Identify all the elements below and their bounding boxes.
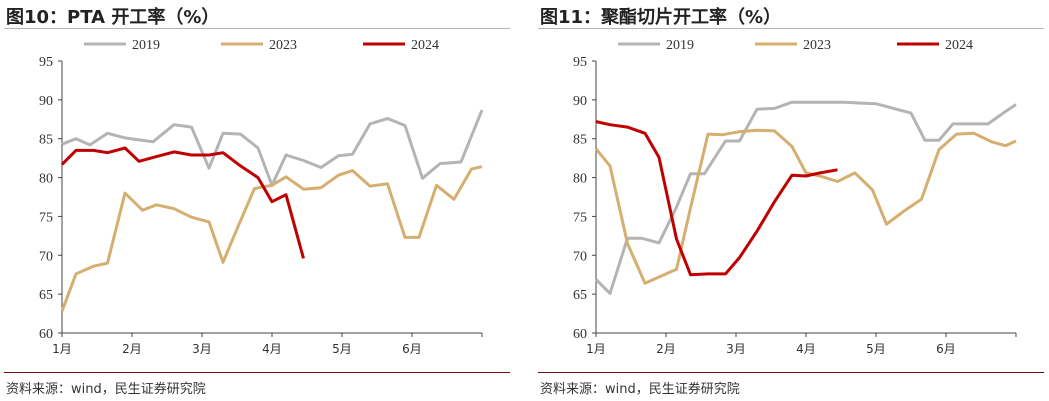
legend-label: 2019 xyxy=(132,38,160,53)
legend-label: 2024 xyxy=(945,38,973,53)
x-tick-label: 6月 xyxy=(936,342,956,356)
y-tick-label: 65 xyxy=(39,288,53,303)
x-tick-label: 3月 xyxy=(192,342,212,356)
y-tick-label: 90 xyxy=(39,94,53,109)
source-divider xyxy=(538,372,1044,373)
series-line-2023 xyxy=(60,165,483,312)
x-tick-label: 2月 xyxy=(122,342,142,356)
x-tick-label: 5月 xyxy=(866,342,886,356)
source-note: 资料来源：wind，民生证券研究院 xyxy=(540,382,740,397)
series-line-2024 xyxy=(595,120,838,277)
x-tick-label: 1月 xyxy=(586,342,606,356)
x-tick-label: 6月 xyxy=(402,342,422,356)
legend-label: 2019 xyxy=(666,38,694,53)
title-divider xyxy=(4,28,510,29)
y-tick-label: 95 xyxy=(573,55,587,70)
y-tick-label: 85 xyxy=(573,133,587,148)
y-tick-label: 85 xyxy=(39,133,53,148)
y-tick-label: 80 xyxy=(573,172,587,187)
title-divider xyxy=(538,28,1044,29)
x-tick-label: 2月 xyxy=(656,342,676,356)
y-tick-label: 60 xyxy=(573,327,587,342)
x-tick-label: 1月 xyxy=(52,342,72,356)
series-line-2024 xyxy=(60,146,305,259)
y-tick-label: 90 xyxy=(573,94,587,109)
x-tick-label: 4月 xyxy=(796,342,816,356)
y-tick-label: 80 xyxy=(39,172,53,187)
series-line-2019 xyxy=(594,100,1017,295)
chart-title: 图11：聚酯切片开工率（%） xyxy=(540,7,782,28)
y-tick-label: 70 xyxy=(573,249,587,264)
chart-panel-pta: 图10：PTA 开工率（%） 60 65 70 75 80 85 90 95 1月 2月 3月 4月 5… xyxy=(0,0,515,401)
x-tick-label: 4月 xyxy=(262,342,282,356)
x-tick-label: 3月 xyxy=(726,342,746,356)
chart-plot: 60 65 70 75 80 85 90 95 1月 2月 3月 4月 5月 6月 2019 2023 2024 xyxy=(573,38,1017,356)
legend-label: 2024 xyxy=(411,38,439,53)
chart-plot: 60 65 70 75 80 85 90 95 1月 2月 3月 4月 5月 6月 2019 2023 2024 xyxy=(39,38,484,356)
chart-panel-polyester-chip: 图11：聚酯切片开工率（%） 60 65 70 75 80 85 90 95 1月 2月 3月 4月 5… xyxy=(534,0,1049,401)
series-line-2023 xyxy=(594,128,1017,285)
y-tick-label: 75 xyxy=(39,210,53,225)
legend-label: 2023 xyxy=(803,38,831,53)
source-divider xyxy=(4,372,510,373)
source-note: 资料来源：wind，民生证券研究院 xyxy=(6,382,206,397)
legend-label: 2023 xyxy=(269,38,297,53)
y-tick-label: 60 xyxy=(39,327,53,342)
y-tick-label: 95 xyxy=(39,55,53,70)
y-tick-label: 75 xyxy=(573,210,587,225)
chart-title: 图10：PTA 开工率（%） xyxy=(6,7,220,28)
y-tick-label: 65 xyxy=(573,288,587,303)
y-tick-label: 70 xyxy=(39,249,53,264)
x-tick-label: 5月 xyxy=(332,342,352,356)
